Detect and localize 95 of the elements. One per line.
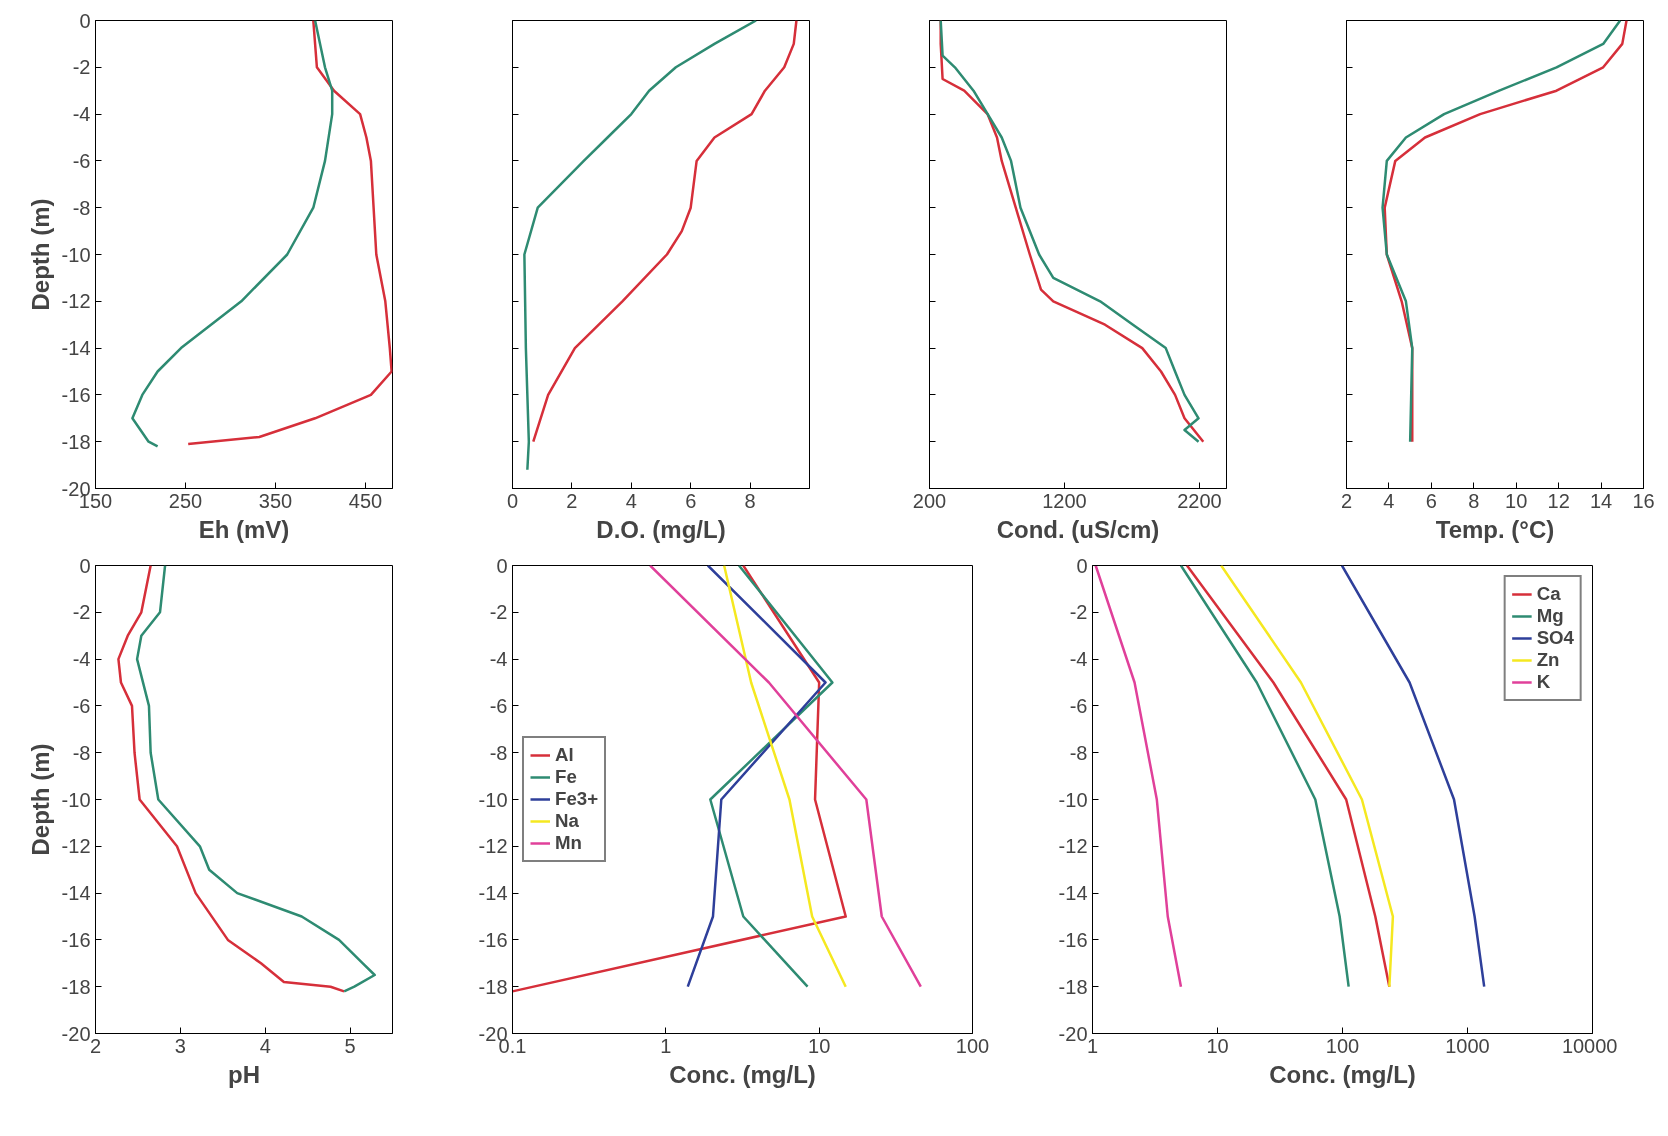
- legend-label: Ca: [1536, 583, 1561, 605]
- y-tick-label: -20: [1058, 1022, 1088, 1045]
- y-tick-label: -2: [72, 56, 91, 79]
- y-tick-label: -6: [72, 694, 91, 717]
- y-tick-label: -10: [1058, 788, 1088, 811]
- y-tick-label: -4: [72, 648, 91, 671]
- x-tick-label: 1200: [1042, 489, 1087, 512]
- x-axis-title: Eh (mV): [198, 515, 290, 543]
- y-tick-label: -8: [72, 741, 91, 764]
- x-tick-label: 2: [1340, 489, 1353, 512]
- x-tick-label: 350: [258, 489, 293, 512]
- y-tick-label: -12: [61, 290, 91, 313]
- x-tick-label: 3: [174, 1034, 186, 1057]
- y-tick-label: -10: [61, 788, 91, 811]
- x-tick-label: 5: [344, 1034, 356, 1057]
- y-tick-label: -14: [478, 882, 508, 905]
- y-tick-label: -14: [1058, 882, 1088, 905]
- x-axis-title: pH: [228, 1060, 260, 1088]
- line-series: [135, 565, 376, 993]
- legend-label: Mn: [555, 832, 582, 854]
- y-tick-label: -20: [61, 1022, 91, 1045]
- y-tick-label: -14: [61, 882, 91, 905]
- y-tick-label: -10: [61, 243, 91, 266]
- y-tick-label: -14: [61, 337, 91, 360]
- x-axis-title: Conc. (mg/L): [1269, 1060, 1416, 1088]
- y-axis-title: Depth (m): [26, 198, 54, 311]
- x-tick-label: 1: [1086, 1034, 1099, 1057]
- legend-label: Zn: [1536, 649, 1560, 671]
- x-tick-label: 10000: [1561, 1034, 1618, 1057]
- y-tick-label: -8: [72, 196, 91, 219]
- y-tick-label: -8: [1069, 741, 1088, 764]
- legend-label: K: [1536, 671, 1552, 693]
- x-axis-title: Temp. (°C): [1435, 515, 1555, 543]
- y-tick-label: -12: [478, 835, 508, 858]
- x-tick-label: 1000: [1445, 1034, 1490, 1057]
- x-tick-label: 4: [259, 1034, 271, 1057]
- x-tick-label: 2200: [1177, 489, 1222, 512]
- x-tick-label: 8: [1468, 489, 1480, 512]
- x-tick-label: 250: [168, 489, 203, 512]
- x-tick-label: 10: [1505, 489, 1528, 512]
- x-tick-label: 10: [808, 1034, 831, 1057]
- x-tick-label: 16: [1632, 489, 1655, 512]
- x-tick-label: 2: [89, 1034, 102, 1057]
- legend-label: Mg: [1536, 605, 1564, 627]
- y-tick-label: -16: [61, 928, 91, 951]
- y-tick-label: -2: [1069, 601, 1088, 624]
- legend-label: Na: [555, 810, 579, 832]
- line-series: [186, 20, 393, 446]
- x-axis-title: D.O. (mg/L): [596, 515, 726, 543]
- x-tick-label: 2: [566, 489, 578, 512]
- y-axis-title: Depth (m): [26, 743, 54, 856]
- y-tick-label: -4: [489, 648, 508, 671]
- y-tick-label: -10: [478, 788, 508, 811]
- x-tick-label: 12: [1547, 489, 1570, 512]
- x-tick-label: 6: [685, 489, 697, 512]
- x-tick-label: 200: [912, 489, 947, 512]
- x-tick-label: 10: [1206, 1034, 1229, 1057]
- y-tick-label: -18: [1058, 975, 1088, 998]
- y-tick-label: -2: [72, 601, 91, 624]
- y-tick-label: -18: [61, 975, 91, 998]
- y-tick-label: 0: [496, 554, 508, 577]
- x-tick-label: 14: [1589, 489, 1613, 512]
- legend-label: Al: [555, 744, 575, 766]
- y-tick-label: -12: [1058, 835, 1088, 858]
- y-tick-label: -6: [1069, 694, 1088, 717]
- x-tick-label: 450: [348, 489, 383, 512]
- x-tick-label: 4: [1383, 489, 1395, 512]
- x-tick-label: 1: [660, 1034, 672, 1057]
- line-series: [131, 20, 334, 448]
- x-tick-label: 100: [955, 1034, 990, 1057]
- y-tick-label: 0: [1076, 554, 1088, 577]
- legend-label: Fe3+: [555, 788, 599, 810]
- y-tick-label: -16: [61, 383, 91, 406]
- y-tick-label: -16: [1058, 928, 1088, 951]
- y-tick-label: -6: [489, 694, 508, 717]
- y-tick-label: -16: [478, 928, 508, 951]
- x-tick-label: 8: [744, 489, 756, 512]
- x-axis-title: Conc. (mg/L): [669, 1060, 816, 1088]
- y-tick-label: 0: [79, 9, 91, 32]
- y-tick-label: -4: [72, 103, 91, 126]
- x-axis-title: Cond. (uS/cm): [996, 515, 1160, 543]
- line-series: [117, 565, 346, 993]
- y-tick-label: -12: [61, 835, 91, 858]
- legend-label: SO4: [1536, 627, 1574, 649]
- y-tick-label: -18: [478, 975, 508, 998]
- x-tick-label: 4: [625, 489, 637, 512]
- y-tick-label: -6: [72, 149, 91, 172]
- y-tick-label: -4: [1069, 648, 1088, 671]
- y-tick-label: -18: [61, 430, 91, 453]
- y-tick-label: 0: [79, 554, 91, 577]
- y-tick-label: -8: [489, 741, 508, 764]
- x-tick-label: 6: [1425, 489, 1437, 512]
- y-tick-label: -2: [489, 601, 508, 624]
- x-tick-label: 100: [1325, 1034, 1360, 1057]
- legend-label: Fe: [555, 766, 577, 788]
